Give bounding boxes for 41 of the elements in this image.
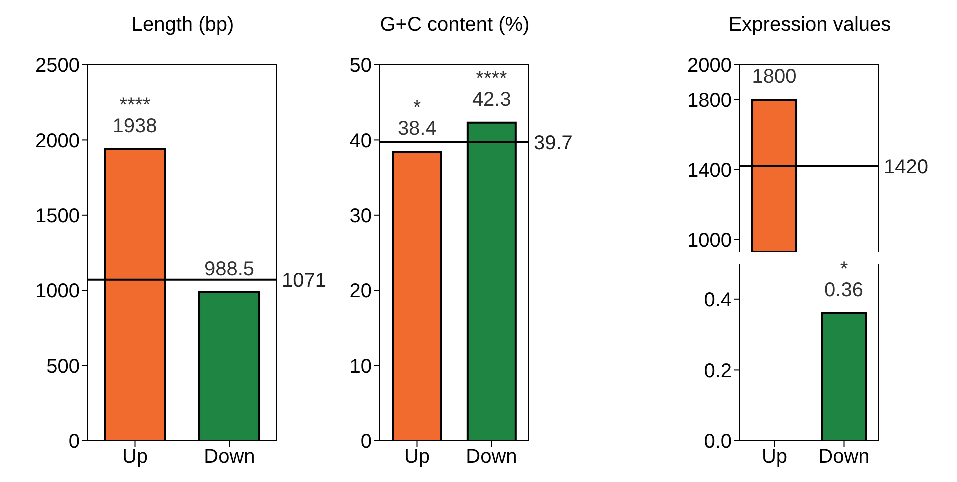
chart-title: G+C content (%): [380, 14, 530, 37]
y-tick-label: 0.4: [704, 290, 732, 312]
chart-title: Expression values: [728, 14, 892, 37]
data-label: 42.3: [472, 88, 512, 111]
y-tick-label: 1000: [36, 280, 80, 303]
y-tick-label: 2000: [688, 55, 732, 78]
y-tick-label: 0: [360, 431, 372, 454]
y-tick-label: 50: [350, 55, 372, 78]
y-tick-label: 40: [350, 130, 372, 152]
x-tick-label: Down: [204, 446, 256, 468]
data-label: 38.4: [398, 118, 437, 140]
x-tick-label: Up: [122, 446, 148, 468]
x-tick-label: Up: [762, 446, 788, 468]
data-label: 1938: [112, 116, 158, 138]
x-tick-label: Down: [466, 446, 518, 468]
y-tick-label: 0: [68, 431, 80, 454]
y-tick-label: 500: [46, 356, 80, 378]
chart-title: Length (bp): [132, 14, 234, 37]
y-tick-label: 2000: [36, 130, 80, 152]
y-tick-label: 1400: [688, 160, 732, 182]
y-tick-label: 20: [350, 280, 372, 303]
data-label: 988.5: [204, 258, 255, 280]
data-label: 1800: [752, 66, 797, 88]
y-tick-label: 10: [350, 356, 372, 378]
annotation: ****: [476, 68, 508, 90]
x-tick-label: Down: [818, 446, 870, 468]
ref-line-label: 1071: [282, 270, 326, 292]
ref-line-label: 1420: [884, 156, 928, 178]
y-tick-label: 30: [350, 206, 372, 228]
annotation: *: [413, 97, 422, 120]
y-tick-label: 0.0: [704, 431, 732, 454]
y-tick-label: 1500: [36, 206, 80, 228]
y-tick-label: 1000: [688, 230, 732, 252]
y-tick-label: 2500: [36, 55, 80, 78]
data-label: 0.36: [824, 280, 864, 302]
annotation: ****: [120, 94, 152, 117]
y-tick-label: 0.2: [704, 360, 732, 382]
x-tick-label: Up: [404, 446, 430, 468]
annotation: *: [840, 258, 848, 281]
ref-line-label: 39.7: [534, 132, 573, 155]
y-tick-label: 1800: [688, 90, 732, 112]
